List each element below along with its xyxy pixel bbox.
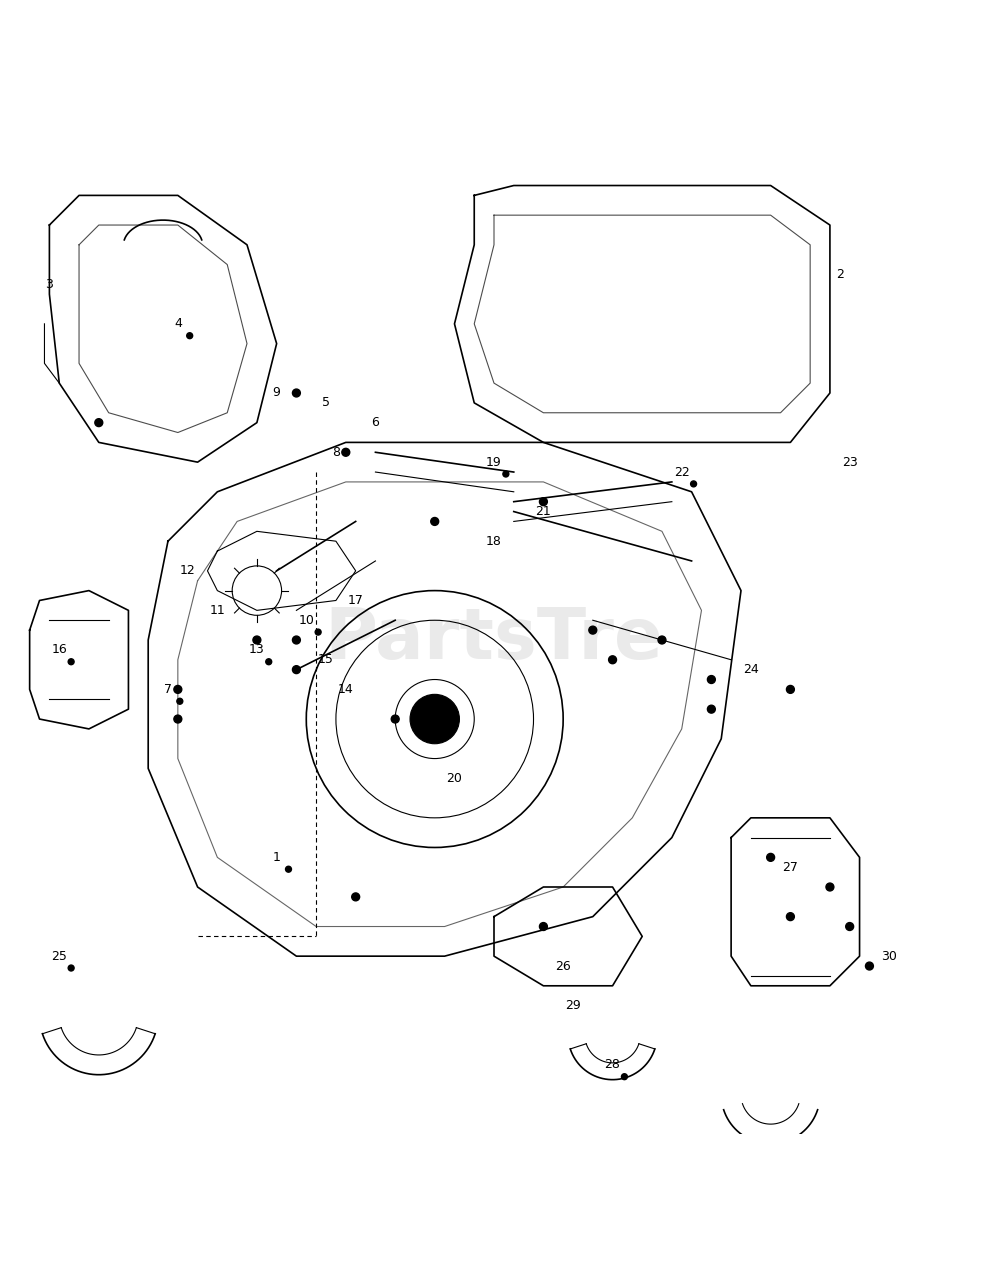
Text: 27: 27 [782,860,798,874]
Text: 12: 12 [180,564,196,577]
Circle shape [707,705,715,713]
Circle shape [177,699,183,704]
Text: 22: 22 [674,466,690,479]
Circle shape [503,471,509,477]
Circle shape [292,666,300,673]
Circle shape [846,923,854,931]
Circle shape [174,686,182,694]
Text: 4: 4 [174,317,182,330]
Circle shape [589,626,597,634]
Text: 5: 5 [322,397,330,410]
Text: 1: 1 [273,851,281,864]
Text: 7: 7 [164,684,172,696]
Text: 26: 26 [555,960,571,973]
Text: 25: 25 [51,950,67,963]
Text: 2: 2 [836,268,844,280]
Circle shape [410,694,459,744]
Text: 11: 11 [209,604,225,617]
Text: 18: 18 [486,535,502,548]
Text: 14: 14 [338,684,354,696]
Circle shape [174,716,182,723]
Circle shape [315,630,321,635]
Circle shape [767,854,775,861]
Text: 13: 13 [249,644,265,657]
Text: 23: 23 [842,456,858,468]
Text: 8: 8 [332,445,340,458]
Text: 15: 15 [318,653,334,667]
Text: 16: 16 [51,644,67,657]
Text: 20: 20 [447,772,462,785]
Circle shape [826,883,834,891]
Circle shape [391,716,399,723]
Circle shape [286,867,291,872]
Circle shape [292,389,300,397]
Circle shape [266,659,272,664]
Text: 10: 10 [298,613,314,627]
Text: 6: 6 [371,416,379,429]
Circle shape [786,913,794,920]
Circle shape [691,481,697,486]
Circle shape [187,333,193,339]
Circle shape [658,636,666,644]
Text: 24: 24 [743,663,759,676]
Circle shape [609,655,617,664]
Text: PartsTre: PartsTre [325,605,663,675]
Circle shape [68,659,74,664]
Circle shape [352,893,360,901]
Text: 29: 29 [565,1000,581,1012]
Circle shape [431,517,439,525]
Text: 30: 30 [881,950,897,963]
Text: 17: 17 [348,594,364,607]
Circle shape [292,636,300,644]
Text: 21: 21 [535,506,551,518]
Circle shape [865,963,873,970]
Text: 9: 9 [273,387,281,399]
Text: 28: 28 [605,1059,620,1071]
Circle shape [786,686,794,694]
Circle shape [621,1074,627,1079]
Circle shape [68,965,74,972]
Text: 19: 19 [486,456,502,468]
Circle shape [95,419,103,426]
Circle shape [539,498,547,506]
Circle shape [539,923,547,931]
Circle shape [707,676,715,684]
Text: 3: 3 [45,278,53,291]
Circle shape [342,448,350,456]
Circle shape [253,636,261,644]
